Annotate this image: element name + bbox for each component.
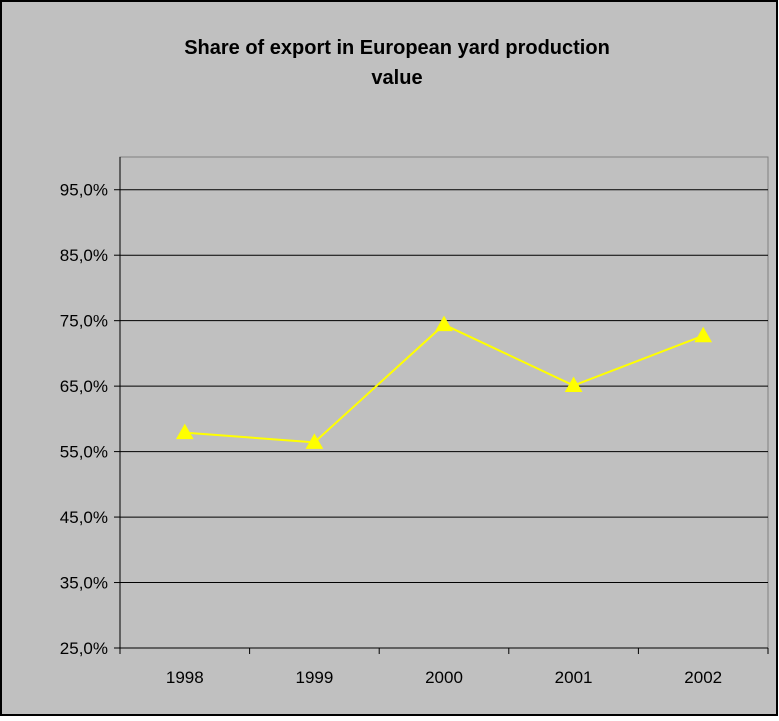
series-marker <box>694 326 713 343</box>
x-tick-label: 2001 <box>555 668 593 687</box>
y-tick-label: 75,0% <box>60 312 108 331</box>
plot-area <box>119 156 769 649</box>
y-tick-label: 45,0% <box>60 508 108 527</box>
y-tick-label: 55,0% <box>60 443 108 462</box>
series-marker <box>564 376 583 392</box>
x-tick-label: 1998 <box>166 668 204 687</box>
axes: 25,0% 35,0% 45,0% 55,0% 65,0% 75,0% 85,0% 95,0%… <box>60 157 769 687</box>
chart-title-line-2: value <box>371 67 422 89</box>
series-marker <box>435 315 453 332</box>
y-tick-label: 95,0% <box>60 181 108 200</box>
x-tick-label: 1999 <box>295 668 333 687</box>
y-tick-label: 85,0% <box>60 246 108 265</box>
chart-title-line-1: Share of export in European yard product… <box>184 37 610 59</box>
series-marker <box>305 433 324 449</box>
series-layer <box>175 315 713 449</box>
y-tick-label: 65,0% <box>60 377 108 396</box>
y-tick-label: 25,0% <box>60 639 108 658</box>
y-tick-label: 35,0% <box>60 574 108 593</box>
x-tick-label: 2000 <box>425 668 463 687</box>
x-tick-label: 2002 <box>684 668 722 687</box>
series-marker <box>175 423 194 440</box>
